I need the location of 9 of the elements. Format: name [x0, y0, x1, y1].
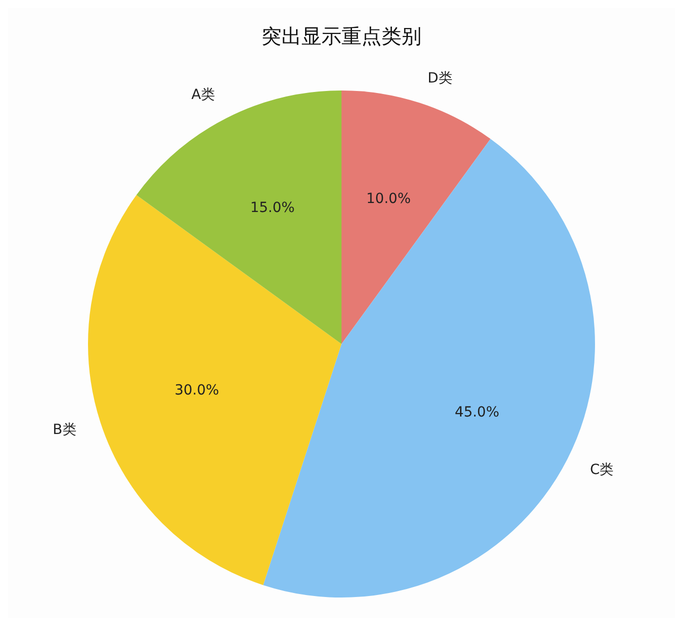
slice-label: C类 [590, 462, 614, 478]
data-label: 45.0% [454, 404, 500, 421]
data-label: 30.0% [174, 382, 220, 399]
slice-label: B类 [52, 422, 76, 438]
data-label: 10.0% [366, 190, 411, 207]
data-label: 15.0% [250, 200, 295, 216]
slice-label: D类 [428, 70, 452, 86]
slice-label: A类 [191, 87, 215, 104]
chart-title: 突出显示重点类别 [262, 24, 422, 48]
